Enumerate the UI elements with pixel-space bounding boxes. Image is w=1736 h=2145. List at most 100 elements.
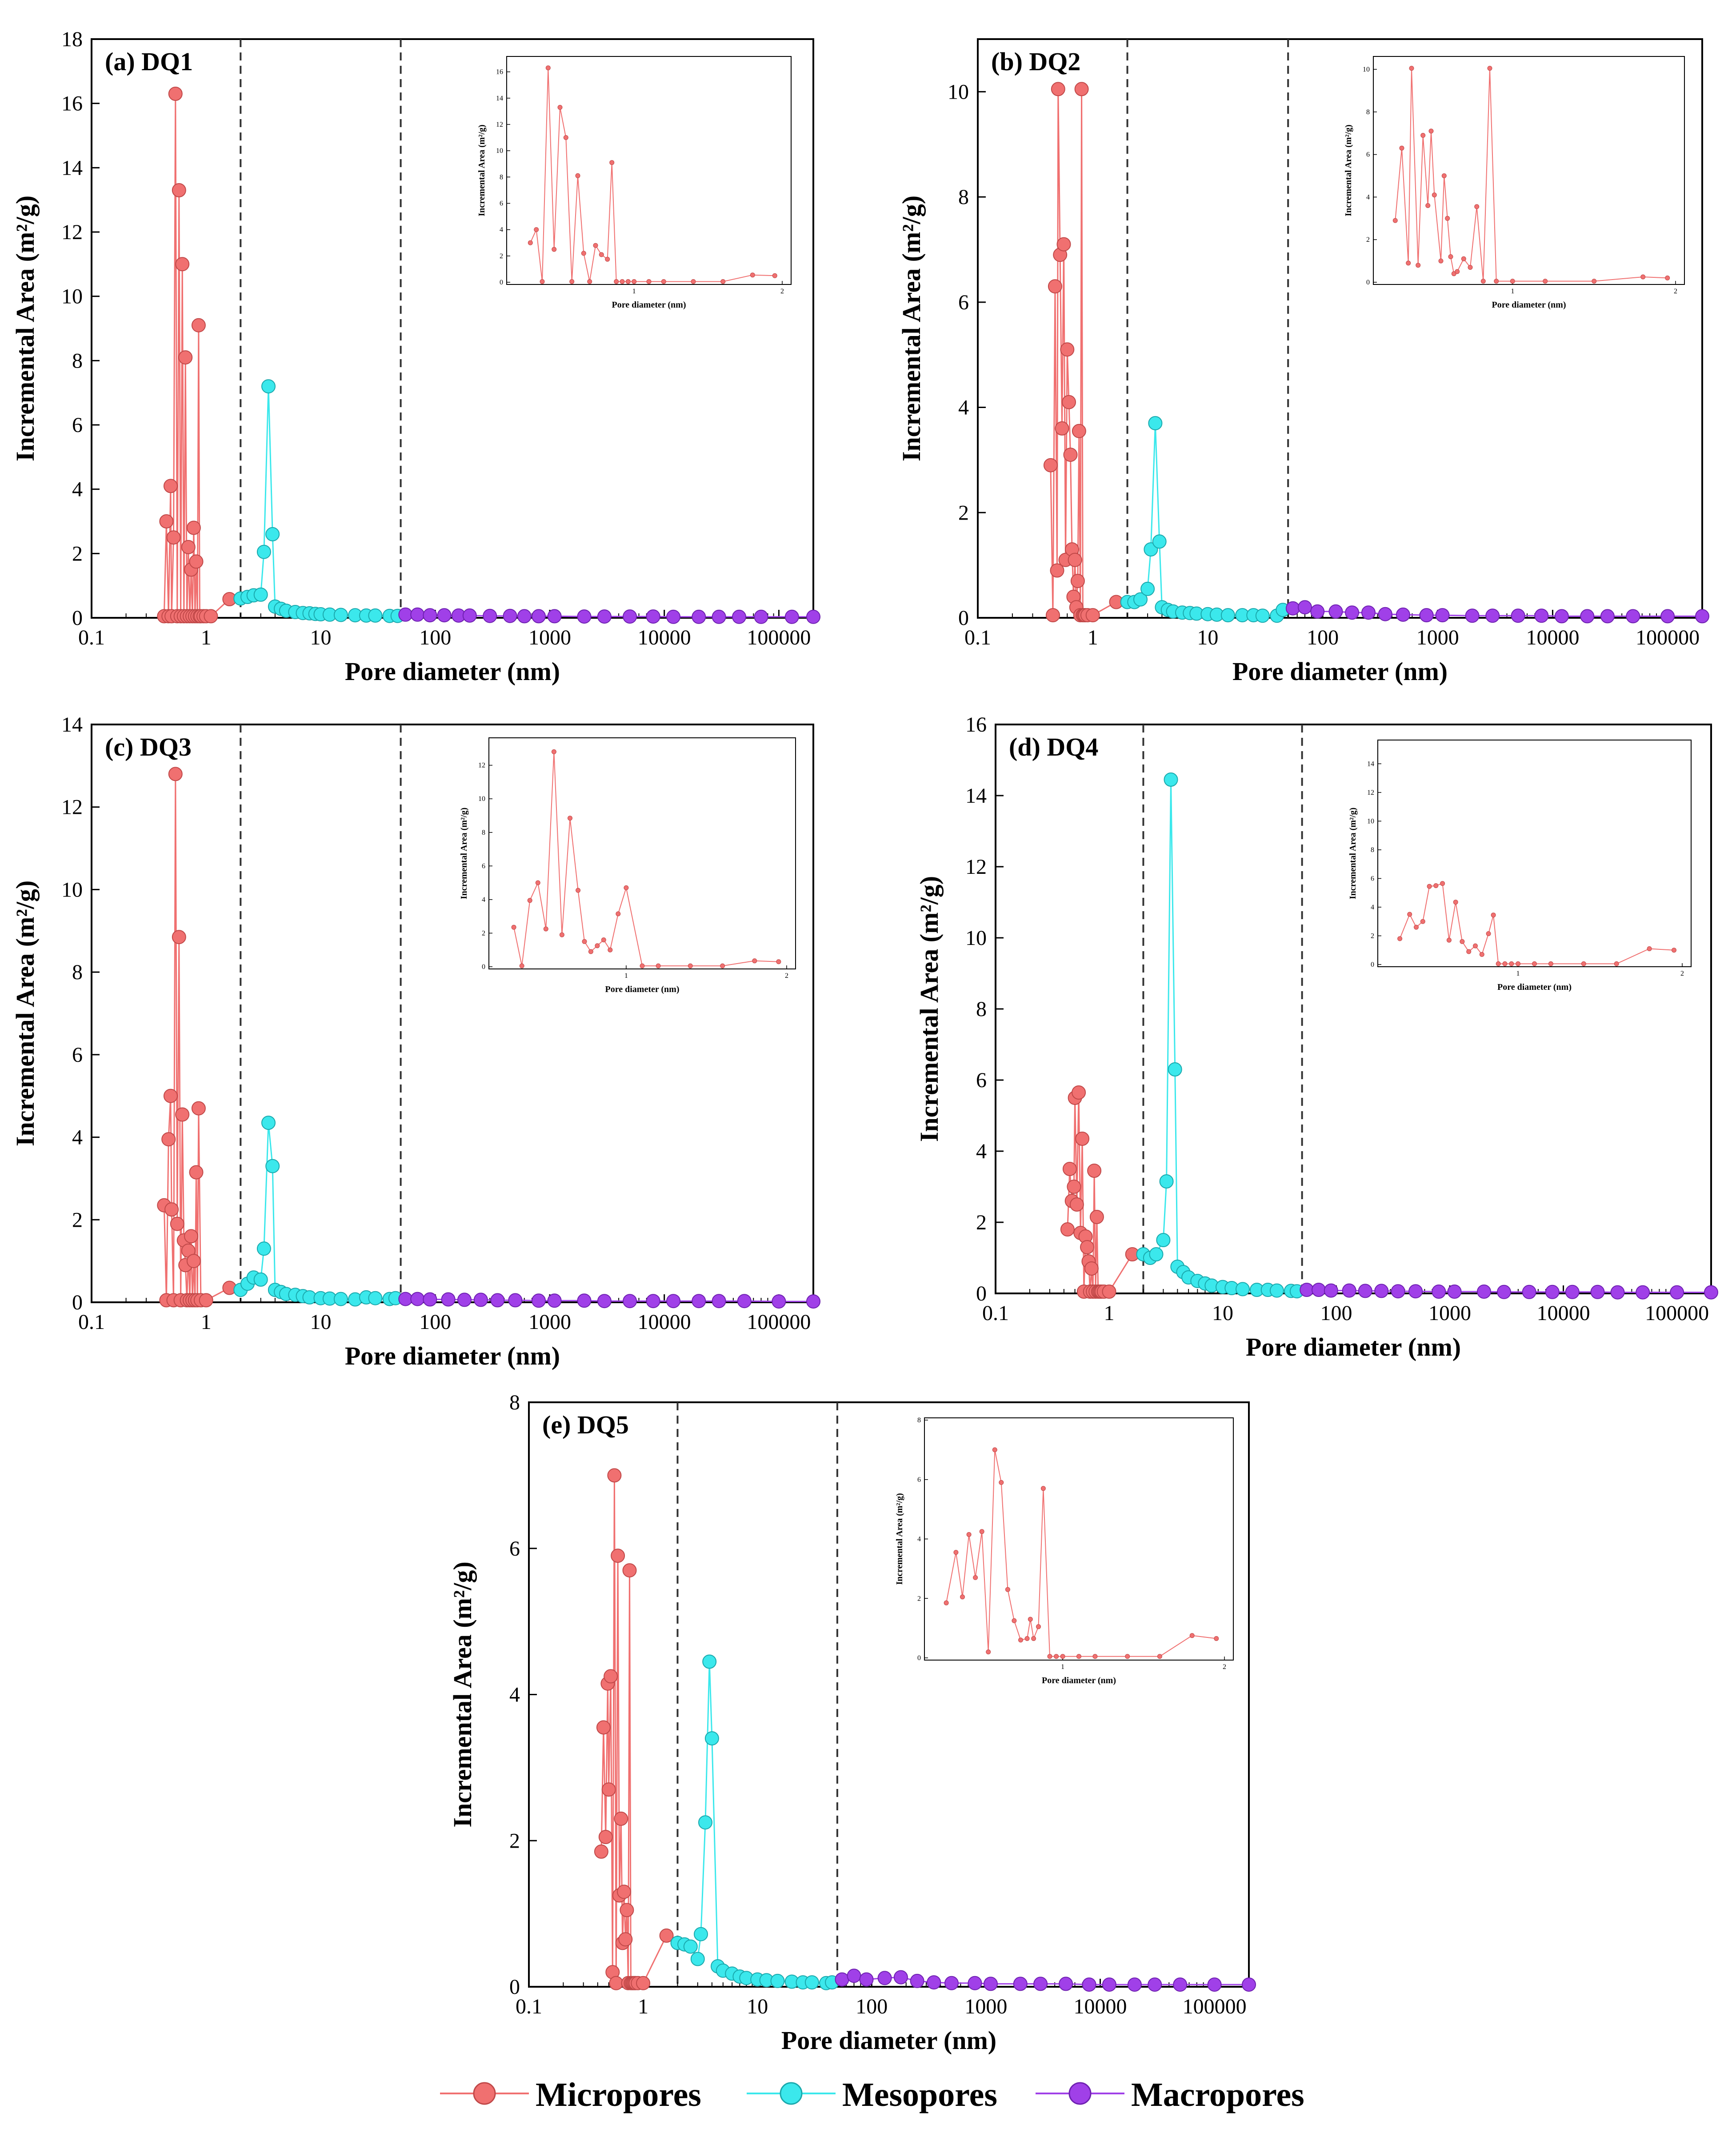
data-point-micropores [1062, 1162, 1077, 1176]
data-point-macropores [692, 609, 706, 624]
series-line-macropores [405, 614, 813, 618]
data-point-micropores [1060, 1222, 1075, 1237]
inset-data-point [691, 279, 696, 284]
y-tick-label: 6 [958, 291, 969, 314]
inset-y-tick-label: 14 [1367, 760, 1374, 768]
y-axis-label: Incremental Area (m²/g) [11, 880, 40, 1146]
inset-y-tick-label: 2 [1371, 932, 1374, 940]
data-point-micropores [1043, 458, 1058, 472]
y-tick-label: 0 [72, 606, 83, 630]
data-point-macropores [398, 607, 413, 622]
inset-data-point [1480, 279, 1486, 284]
inset-series-line [1395, 68, 1668, 282]
data-point-micropores [204, 609, 218, 624]
data-point-mesopores [253, 587, 268, 602]
inset-data-point [614, 279, 619, 284]
data-point-macropores [462, 608, 477, 623]
inset-frame [1373, 56, 1685, 285]
x-tick-label: 10 [310, 1310, 331, 1334]
inset-data-point [1614, 961, 1619, 966]
data-point-macropores [1497, 1285, 1511, 1299]
data-point-micropores [1046, 608, 1060, 623]
inset-frame [1377, 740, 1692, 967]
data-point-mesopores [256, 1241, 271, 1256]
inset-frame [924, 1417, 1234, 1661]
data-point-micropores [1074, 82, 1089, 96]
inset-frame [488, 737, 796, 969]
data-point-macropores [1358, 1284, 1372, 1298]
y-tick-label: 2 [72, 1208, 83, 1232]
data-point-micropores [181, 540, 196, 554]
x-tick-label: 10000 [638, 626, 691, 649]
data-point-macropores [1626, 609, 1640, 624]
inset-data-point [543, 926, 548, 932]
x-axis-label: Pore diameter (nm) [1232, 657, 1448, 686]
data-point-micropores [604, 1669, 618, 1684]
inset-series-line [513, 752, 779, 967]
data-point-micropores [618, 1932, 633, 1947]
inset-data-point [609, 160, 615, 165]
inset-data-point [552, 247, 557, 252]
inset-x-tick-label: 1 [1511, 288, 1514, 295]
inset-y-tick-label: 16 [496, 68, 503, 76]
data-point-macropores [1485, 608, 1500, 623]
legend-marker-micropores [473, 2082, 496, 2105]
y-tick-label: 8 [976, 997, 987, 1021]
legend-item-mesopores: Mesopores [747, 2076, 997, 2113]
data-point-mesopores [1164, 772, 1178, 787]
inset-data-point [1460, 939, 1465, 944]
inset-data-point [979, 1529, 984, 1534]
y-tick-label: 12 [965, 855, 987, 879]
inset-data-point [616, 911, 621, 916]
inset-data-point [593, 243, 598, 248]
panel-title: (e) DQ5 [542, 1410, 629, 1439]
y-tick-label: 14 [965, 784, 987, 808]
y-tick-label: 14 [61, 713, 83, 736]
inset-data-point [519, 963, 524, 968]
inset-data-point [1502, 961, 1508, 966]
data-point-macropores [597, 1294, 612, 1309]
data-point-micropores [159, 514, 174, 528]
panel-a: 0.1 1 10 100 1000 10000 100000024681012141618P… [11, 28, 820, 686]
inset-data-point [1491, 912, 1496, 918]
inset-data-point [1487, 66, 1492, 71]
inset-data-point [511, 924, 516, 930]
x-tick-label: 100000 [747, 1310, 811, 1334]
x-tick-label: 1000 [528, 626, 571, 649]
data-point-micropores [184, 1229, 198, 1244]
inset-data-point [1474, 204, 1480, 209]
data-point-macropores [1148, 1977, 1162, 1992]
inset-data-point [992, 1447, 997, 1453]
x-axis-label: Pore diameter (nm) [345, 1341, 560, 1370]
data-point-mesopores [1152, 534, 1167, 549]
data-point-mesopores [261, 379, 276, 394]
data-point-mesopores [1255, 608, 1270, 623]
inset-y-tick-label: 4 [482, 896, 485, 904]
data-point-macropores [1033, 1977, 1048, 1991]
inset-data-point [772, 273, 777, 278]
x-tick-label: 10 [747, 1995, 768, 2018]
inset-data-point [1416, 263, 1421, 268]
inset-y-tick-label: 4 [500, 226, 503, 234]
x-tick-label: 100000 [1636, 626, 1700, 649]
inset-data-point [1125, 1654, 1130, 1659]
data-point-micropores [611, 1549, 625, 1563]
x-tick-label: 1000 [964, 1995, 1007, 2018]
data-point-macropores [1511, 608, 1525, 623]
y-tick-label: 16 [61, 92, 83, 116]
inset-data-point [1092, 1654, 1098, 1659]
x-tick-label: 10000 [1526, 626, 1579, 649]
inset-y-tick-label: 2 [482, 929, 485, 937]
data-point-micropores [1075, 1132, 1090, 1146]
x-tick-label: 100 [856, 1995, 888, 2018]
x-tick-label: 1000 [528, 1310, 571, 1334]
inset-data-point [557, 105, 563, 110]
inset-data-point [953, 1550, 959, 1555]
inset-y-tick-label: 0 [482, 963, 485, 971]
panel-title: (c) DQ3 [105, 732, 192, 761]
inset-y-tick-label: 6 [1371, 875, 1374, 882]
data-point-micropores [1050, 563, 1064, 578]
y-tick-label: 10 [61, 878, 83, 901]
inset-data-point [620, 279, 625, 284]
x-tick-label: 10 [1197, 626, 1218, 649]
